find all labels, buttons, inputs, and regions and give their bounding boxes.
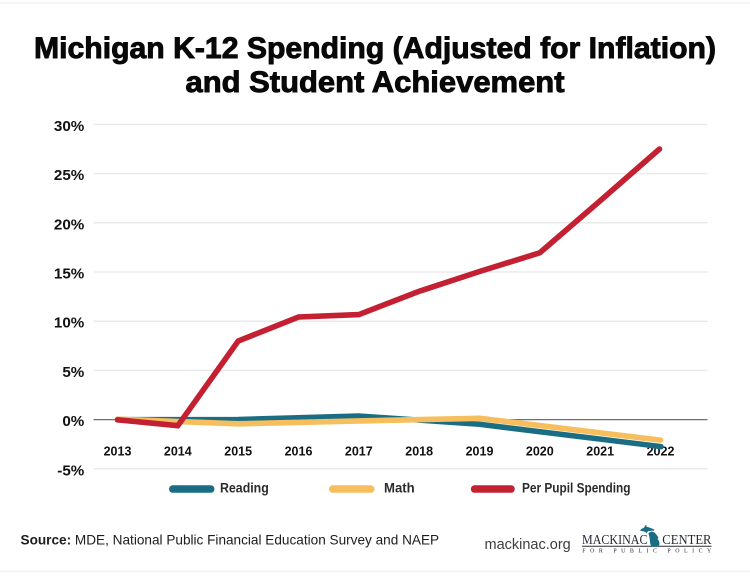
svg-text:2017: 2017 bbox=[345, 444, 373, 458]
svg-text:Michigan K-12 Spending (Adjust: Michigan K-12 Spending (Adjusted for Inf… bbox=[34, 32, 716, 65]
svg-text:2018: 2018 bbox=[405, 444, 433, 458]
svg-text:20%: 20% bbox=[54, 216, 85, 233]
svg-text:2016: 2016 bbox=[285, 444, 313, 458]
svg-text:CENTER: CENTER bbox=[662, 533, 712, 548]
svg-text:2021: 2021 bbox=[586, 444, 614, 458]
svg-text:2020: 2020 bbox=[526, 444, 554, 458]
svg-text:25%: 25% bbox=[54, 167, 85, 184]
svg-text:15%: 15% bbox=[54, 266, 85, 283]
svg-text:2019: 2019 bbox=[466, 444, 494, 458]
svg-text:30%: 30% bbox=[54, 118, 85, 135]
svg-text:Math: Math bbox=[384, 480, 415, 495]
svg-text:10%: 10% bbox=[54, 315, 85, 332]
svg-text:-5%: -5% bbox=[57, 462, 85, 479]
svg-text:2015: 2015 bbox=[224, 444, 252, 458]
svg-text:Source: MDE, National Public F: Source: MDE, National Public Financial E… bbox=[21, 532, 440, 547]
svg-text:Reading: Reading bbox=[220, 480, 269, 495]
svg-text:2014: 2014 bbox=[164, 444, 192, 458]
svg-text:FOR PUBLIC POLICY: FOR PUBLIC POLICY bbox=[582, 549, 712, 555]
svg-text:2013: 2013 bbox=[104, 444, 132, 458]
svg-text:0%: 0% bbox=[62, 413, 84, 430]
svg-text:and Student Achievement: and Student Achievement bbox=[186, 66, 565, 99]
svg-text:5%: 5% bbox=[62, 364, 84, 381]
svg-text:mackinac.org: mackinac.org bbox=[485, 537, 571, 553]
svg-text:Per Pupil Spending: Per Pupil Spending bbox=[522, 480, 631, 495]
svg-text:MACKINAC: MACKINAC bbox=[582, 533, 648, 548]
